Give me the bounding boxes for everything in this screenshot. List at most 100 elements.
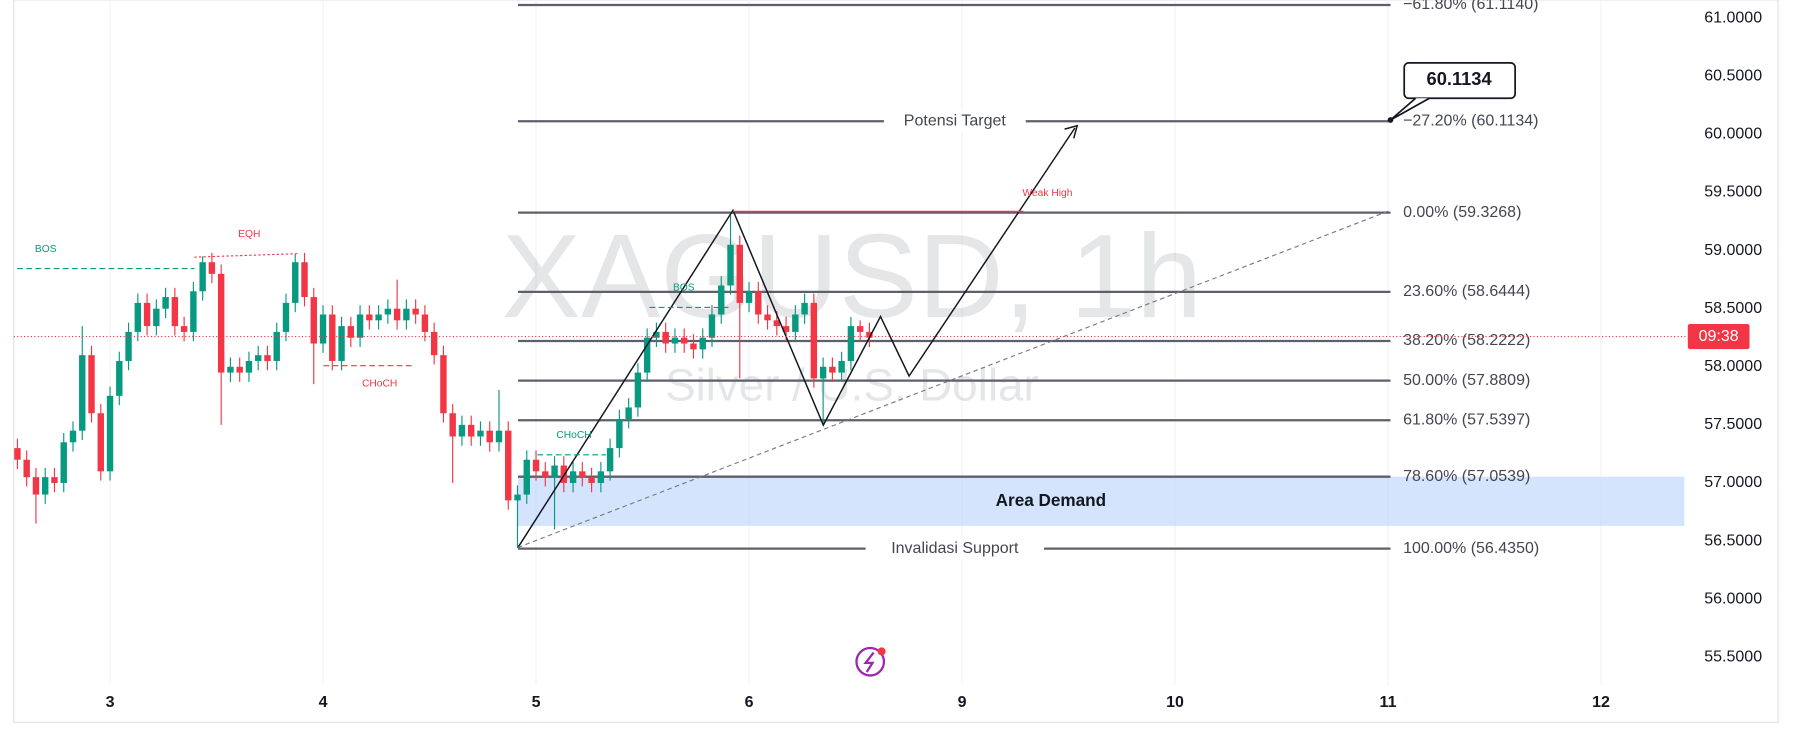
candle-body (273, 331, 280, 361)
candle-body (60, 442, 67, 483)
candle-body (106, 395, 114, 472)
candle-body (208, 262, 216, 274)
candle-body (190, 291, 197, 332)
y-tick-label: 55.5000 (1704, 648, 1762, 665)
candle-body (625, 407, 632, 420)
candle-body (634, 372, 642, 408)
candle-body (745, 291, 753, 303)
icon-bolt (863, 651, 875, 673)
candle-body (792, 314, 799, 332)
candle-body (468, 424, 475, 437)
y-tick-label: 57.0000 (1704, 474, 1762, 491)
candle-body (477, 430, 484, 437)
y-tick-label: 57.5000 (1704, 416, 1762, 433)
countdown-badge (1687, 323, 1750, 350)
candle-body (616, 419, 623, 449)
arrow-head (1064, 124, 1079, 139)
fib-tag-bg (865, 538, 1045, 559)
candle-body (579, 471, 586, 478)
candle-body (153, 308, 160, 327)
x-tick-label: 5 (532, 694, 541, 711)
candle-body (764, 314, 771, 321)
y-tick-label: 56.0000 (1704, 590, 1762, 607)
fib-label: −61.80% (61.1140) (1403, 0, 1538, 13)
candle-body (227, 366, 234, 373)
candle-body (597, 471, 605, 483)
candle-body (310, 297, 317, 344)
fib-label: 23.60% (58.6444) (1403, 283, 1530, 300)
candle-body (180, 326, 188, 332)
candle-body (14, 448, 21, 460)
x-tick-label: 9 (958, 694, 967, 711)
countdown-text: 09:38 (1699, 328, 1739, 345)
candle-body (819, 366, 827, 379)
candle-body (412, 308, 419, 315)
candle-body (282, 302, 290, 332)
candle-body (606, 448, 614, 472)
annotation: BOS (35, 244, 57, 255)
candle-body (449, 413, 456, 437)
candle-body (505, 430, 512, 501)
candle-body (532, 459, 540, 472)
candle-body (718, 285, 725, 315)
candle-body (245, 360, 253, 373)
candle-body (97, 413, 104, 472)
candle-body (134, 302, 142, 332)
candle-body (662, 331, 669, 344)
fib-label: 78.60% (57.0539) (1403, 468, 1530, 485)
candle-body (838, 360, 845, 373)
candle-body (384, 308, 392, 315)
y-tick-label: 60.0000 (1704, 126, 1762, 143)
candle-body (79, 355, 86, 431)
candle-body (847, 326, 855, 361)
y-tick-label: 59.0000 (1704, 242, 1762, 259)
x-tick-label: 10 (1166, 694, 1184, 711)
candle-body (643, 337, 651, 373)
candle-body (403, 308, 410, 321)
candle-body (458, 424, 466, 437)
icon-dot (877, 647, 886, 656)
fib-label: 61.80% (57.5397) (1403, 411, 1530, 428)
description-watermark: Silver / U.S. Dollar (665, 360, 1039, 411)
candle-body (690, 343, 697, 350)
candle-body (393, 308, 401, 321)
candle-body (199, 262, 206, 292)
candle-body (338, 326, 345, 361)
fib-tag: Potensi Target (904, 112, 1007, 129)
x-tick-label: 4 (319, 694, 328, 711)
candle-body (801, 302, 808, 315)
candle-body (810, 302, 818, 379)
candle-body (125, 331, 132, 361)
fib-label: 100.00% (56.4350) (1403, 540, 1539, 557)
candle-body (773, 320, 781, 327)
fib-tag-bg (883, 110, 1026, 132)
x-tick-label: 12 (1592, 694, 1610, 711)
candle-body (171, 297, 179, 327)
fib-label: 38.20% (58.2222) (1403, 332, 1530, 349)
y-tick-label: 61.0000 (1704, 9, 1762, 26)
trend-line (517, 209, 1391, 548)
y-tick-label: 56.5000 (1704, 532, 1762, 549)
candle-body (736, 244, 743, 303)
candle-body (32, 477, 40, 495)
x-tick-label: 3 (106, 694, 115, 711)
projection-path (517, 127, 1076, 548)
candle-body (217, 273, 225, 373)
annotation: CHoCH (556, 430, 591, 441)
candle-body (782, 326, 790, 332)
candle-body (42, 477, 49, 495)
candle-body (143, 302, 151, 327)
candle-body (551, 465, 558, 478)
callout-box (1403, 62, 1516, 100)
candle-body (495, 430, 503, 443)
indicator-icon[interactable] (855, 646, 886, 677)
annotation: EQH (238, 229, 260, 240)
candle-body (523, 459, 530, 495)
candle-body (51, 477, 58, 483)
candle-body (866, 331, 873, 338)
fib-tag: Invalidasi Support (891, 540, 1019, 557)
y-tick-label: 59.5000 (1704, 184, 1762, 201)
candle-body (653, 331, 660, 338)
